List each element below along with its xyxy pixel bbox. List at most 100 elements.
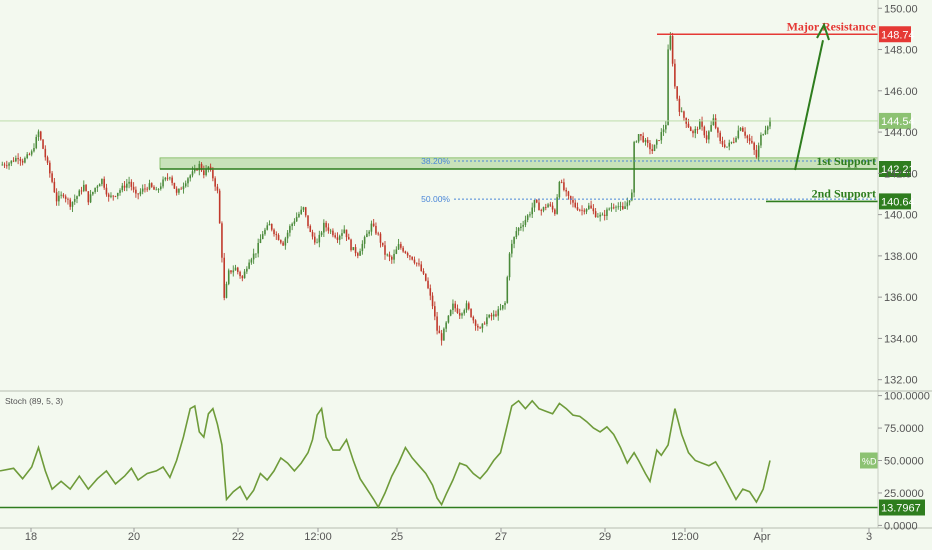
candle-body [520,226,522,229]
candle-body [508,253,511,278]
candle-body [542,207,545,211]
candle-body [155,189,158,191]
candle-body [395,249,398,254]
candle-body [286,232,289,239]
candle-body [653,144,656,152]
support-2-badge [879,193,911,210]
candle-body [583,210,586,212]
candle-body [166,177,169,179]
candle-body [748,138,751,141]
candle-body [560,181,563,183]
candle-body [474,320,477,326]
candle-body [504,302,506,306]
candle-body [223,257,226,298]
candle-body [742,127,744,132]
candle-body [354,247,357,254]
candle-body [710,125,712,132]
candle-body [497,309,500,316]
time-tick-label: Apr [753,531,770,543]
candle-body [452,303,454,311]
candle-body [347,237,350,240]
candle-body [522,224,524,227]
candle-body [506,277,509,303]
candle-body [103,178,105,188]
candle-body [551,205,554,210]
time-tick-label: 25 [391,531,403,543]
candle-body [98,184,101,187]
candle-body [637,134,640,142]
candle-body [585,209,588,212]
time-tick-label: 3 [866,531,872,543]
candle-body [694,129,697,134]
candle-body [621,206,624,209]
candle-body [567,191,570,196]
candle-body [46,157,49,163]
candle-body [203,170,205,176]
candle-body [10,160,13,164]
price-tick-label: 144.00 [884,127,918,139]
candle-body [236,267,239,272]
candle-body [640,134,642,136]
candle-body [483,323,486,325]
fib-level-label: 50.00% [421,194,450,204]
candle-body [270,223,273,230]
candle-body [646,139,649,144]
candle-body [58,195,60,202]
candle-body [157,189,160,190]
candle-body [386,254,389,256]
candle-body [375,225,377,234]
candle-body [130,181,133,187]
candle-body [250,259,253,263]
annotations-layer: 144.54 38.20% 50.00% Major Resistance 148.74… [0,19,915,210]
time-tick-label: 12:00 [304,531,332,543]
candle-body [726,146,728,148]
candle-body [169,177,171,179]
last-price-badge [879,112,911,129]
candle-body [753,142,755,150]
candle-body [388,254,391,257]
candle-body [708,131,710,140]
candle-body [243,271,246,279]
candle-body [594,211,597,218]
candle-body [234,267,237,271]
candle-body [291,223,293,227]
price-tick-label: 150.00 [884,3,918,15]
candle-body [92,191,94,195]
candle-body [76,196,78,200]
candle-body [323,222,325,233]
candle-body [361,243,364,252]
candle-body [635,141,638,143]
candle-body [377,233,380,235]
candle-body [101,178,103,185]
candle-body [302,207,305,210]
candle-body [572,199,574,203]
candle-body [24,158,26,163]
candle-body [456,308,459,313]
candle-body [218,190,221,224]
fib-level-label: 38.20% [421,156,450,166]
candle-body [128,181,130,184]
candle-body [62,194,65,197]
candle-body [703,126,706,136]
candle-body [766,126,769,131]
candle-body [379,233,382,243]
candle-body [578,209,581,211]
candle-body [352,247,355,251]
candle-body [368,231,370,234]
candle-body [649,143,651,150]
candle-body [53,181,56,193]
candle-body [212,169,214,179]
candle-body [463,310,466,314]
candle-body [82,184,85,191]
candle-body [436,316,438,331]
candle-body [80,190,83,192]
candle-body [431,295,434,307]
candle-body [268,223,271,226]
candle-body [633,142,635,193]
candle-body [619,206,622,207]
candle-body [89,194,92,203]
candle-body [3,164,6,166]
candle-body [338,235,341,240]
candle-body [273,229,275,235]
candle-body [687,123,690,128]
